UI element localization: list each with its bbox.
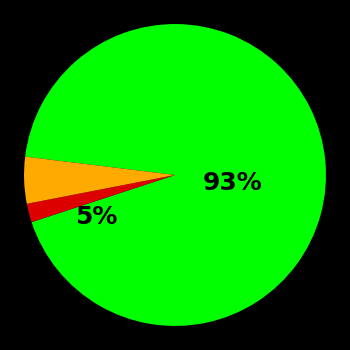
Text: 93%: 93% bbox=[203, 170, 262, 195]
Wedge shape bbox=[24, 156, 175, 204]
Wedge shape bbox=[25, 24, 326, 326]
Text: 5%: 5% bbox=[75, 205, 118, 229]
Wedge shape bbox=[27, 175, 175, 222]
